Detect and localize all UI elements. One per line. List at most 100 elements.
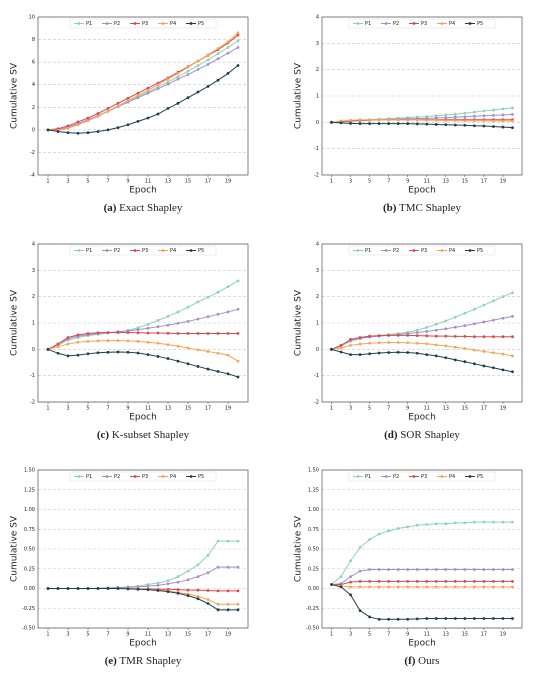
series-line bbox=[331, 569, 513, 586]
point bbox=[66, 126, 70, 130]
y-tick-label: 0.25 bbox=[24, 566, 35, 572]
legend-marker bbox=[412, 22, 416, 25]
point bbox=[126, 123, 130, 127]
point bbox=[434, 322, 438, 326]
point bbox=[406, 118, 410, 122]
point bbox=[226, 589, 230, 593]
x-tick-label: 19 bbox=[225, 406, 231, 412]
point bbox=[444, 319, 448, 323]
legend-label: P3 bbox=[421, 21, 427, 27]
point bbox=[136, 94, 140, 97]
series-line bbox=[331, 334, 513, 350]
point bbox=[86, 131, 90, 135]
point bbox=[358, 609, 362, 613]
point bbox=[339, 346, 343, 350]
y-axis-label: Cumulative SV bbox=[294, 289, 304, 356]
y-tick-label: 1 bbox=[32, 321, 35, 327]
point bbox=[453, 358, 457, 362]
legend-label: P4 bbox=[170, 21, 176, 27]
y-tick-label: 4 bbox=[316, 242, 319, 248]
point bbox=[196, 59, 200, 63]
point bbox=[358, 579, 362, 583]
point bbox=[116, 126, 120, 129]
point bbox=[156, 87, 160, 91]
point bbox=[415, 328, 419, 332]
x-tick-label: 19 bbox=[225, 179, 231, 185]
point bbox=[106, 350, 110, 354]
point bbox=[377, 532, 381, 536]
plot-frame bbox=[37, 243, 249, 403]
point bbox=[434, 354, 438, 358]
point bbox=[501, 520, 505, 524]
point bbox=[186, 578, 190, 582]
x-tick-label: 13 bbox=[165, 406, 171, 412]
point bbox=[56, 351, 60, 355]
legend-box bbox=[69, 471, 217, 482]
x-tick-label: 9 bbox=[126, 632, 129, 638]
point bbox=[46, 347, 50, 351]
y-tick-label: -2 bbox=[30, 150, 35, 156]
point bbox=[146, 584, 150, 588]
point bbox=[492, 318, 495, 322]
y-tick-label: 10 bbox=[29, 15, 35, 21]
series-line bbox=[331, 521, 513, 585]
legend-marker bbox=[356, 22, 360, 25]
point bbox=[444, 119, 448, 122]
y-tick-label: 2 bbox=[32, 294, 35, 300]
x-tick-label: 7 bbox=[387, 406, 390, 412]
legend-label: P5 bbox=[198, 248, 204, 254]
point bbox=[472, 119, 476, 123]
point bbox=[482, 335, 486, 339]
legend-label: P2 bbox=[393, 21, 399, 27]
point bbox=[226, 72, 230, 75]
point bbox=[482, 320, 486, 324]
point bbox=[368, 122, 372, 126]
point bbox=[349, 559, 352, 563]
legend-marker bbox=[412, 249, 416, 252]
point bbox=[492, 125, 495, 128]
point bbox=[206, 367, 210, 371]
point bbox=[453, 112, 457, 116]
legend-marker bbox=[468, 249, 472, 252]
x-axis-label: Epoch bbox=[408, 186, 436, 196]
point bbox=[46, 128, 50, 132]
point bbox=[377, 351, 381, 355]
y-tick-label: 8 bbox=[32, 37, 35, 43]
x-tick-label: 7 bbox=[387, 179, 390, 185]
y-tick-label: -1 bbox=[314, 373, 319, 379]
legend-label: P3 bbox=[142, 474, 148, 480]
point bbox=[236, 375, 240, 379]
point bbox=[511, 579, 514, 583]
y-tick-label: 2 bbox=[316, 294, 319, 300]
x-tick-label: 11 bbox=[424, 632, 430, 638]
point bbox=[126, 339, 130, 343]
caption: (a) Exact Shapley bbox=[104, 202, 183, 214]
legend-marker bbox=[77, 22, 81, 25]
point bbox=[425, 334, 429, 338]
point bbox=[387, 579, 391, 583]
point bbox=[146, 116, 150, 120]
point bbox=[206, 350, 210, 353]
point bbox=[482, 119, 486, 123]
series-line bbox=[331, 121, 513, 129]
series-line bbox=[331, 341, 513, 357]
point bbox=[166, 80, 170, 84]
point bbox=[196, 365, 200, 368]
series-line bbox=[47, 348, 239, 378]
point bbox=[186, 65, 190, 69]
legend-box bbox=[348, 245, 496, 256]
point bbox=[96, 351, 100, 355]
legend-box bbox=[69, 245, 217, 256]
point bbox=[66, 354, 70, 358]
point bbox=[501, 125, 505, 129]
caption-label: (a) bbox=[104, 202, 117, 214]
point bbox=[492, 617, 495, 620]
point bbox=[176, 75, 180, 79]
point bbox=[136, 119, 140, 123]
point bbox=[482, 520, 486, 524]
point bbox=[236, 565, 240, 569]
x-tick-label: 19 bbox=[500, 406, 506, 412]
point bbox=[349, 580, 352, 584]
point bbox=[206, 85, 210, 88]
point bbox=[76, 587, 80, 590]
